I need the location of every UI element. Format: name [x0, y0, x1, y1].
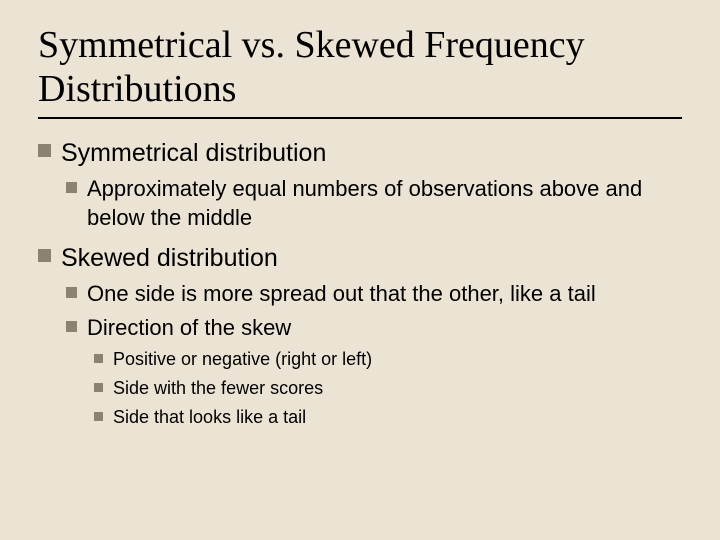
bullet-marker-icon — [66, 182, 77, 193]
bullet-text: One side is more spread out that the oth… — [87, 280, 596, 308]
bullet-l2: Approximately equal numbers of observati… — [66, 175, 682, 231]
bullet-marker-icon — [66, 287, 77, 298]
slide-title: Symmetrical vs. Skewed Frequency Distrib… — [38, 24, 682, 119]
bullet-text: Approximately equal numbers of observati… — [87, 175, 682, 231]
bullet-l1: Skewed distribution — [38, 242, 682, 274]
bullet-text: Side that looks like a tail — [113, 406, 306, 429]
bullet-l3: Positive or negative (right or left) — [94, 348, 682, 371]
bullet-marker-icon — [94, 354, 103, 363]
bullet-text: Symmetrical distribution — [61, 137, 326, 169]
bullet-l3: Side that looks like a tail — [94, 406, 682, 429]
bullet-text: Side with the fewer scores — [113, 377, 323, 400]
bullet-marker-icon — [38, 144, 51, 157]
bullet-l2: One side is more spread out that the oth… — [66, 280, 682, 308]
bullet-marker-icon — [66, 321, 77, 332]
bullet-text: Direction of the skew — [87, 314, 291, 342]
bullet-text: Skewed distribution — [61, 242, 278, 274]
bullet-marker-icon — [94, 412, 103, 421]
bullet-text: Positive or negative (right or left) — [113, 348, 372, 371]
bullet-l2: Direction of the skew — [66, 314, 682, 342]
bullet-marker-icon — [94, 383, 103, 392]
slide-container: Symmetrical vs. Skewed Frequency Distrib… — [0, 0, 720, 459]
bullet-l3: Side with the fewer scores — [94, 377, 682, 400]
bullet-marker-icon — [38, 249, 51, 262]
bullet-l1: Symmetrical distribution — [38, 137, 682, 169]
